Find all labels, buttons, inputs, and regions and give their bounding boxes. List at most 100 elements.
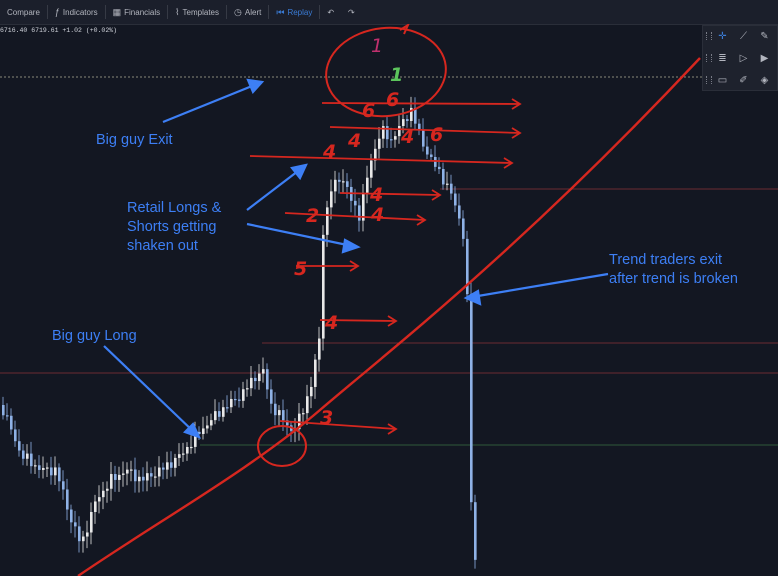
- price-chart[interactable]: 1 1 6 6 6 4 4 4 4 4 2 5 4 3: [0, 24, 778, 576]
- candle-body: [86, 532, 89, 537]
- compare-button[interactable]: Compare: [0, 0, 47, 24]
- candle-body: [62, 481, 65, 490]
- candle-body: [330, 191, 333, 208]
- candle-body: [146, 473, 149, 481]
- candle-body: [90, 511, 93, 533]
- financials-label: Financials: [124, 7, 161, 17]
- financials-button[interactable]: ▦ Financials: [106, 0, 168, 24]
- crosshair-icon[interactable]: ✛: [718, 31, 727, 42]
- alert-label: Alert: [244, 7, 262, 17]
- candle-body: [434, 156, 437, 167]
- fill-icon[interactable]: ◈: [760, 75, 769, 86]
- candle-body: [14, 429, 17, 442]
- compare-label: Compare: [7, 7, 40, 17]
- hand-number: 4: [370, 204, 384, 226]
- candle-body: [450, 183, 453, 194]
- hand-number: 2: [306, 205, 319, 227]
- candle-body: [270, 389, 273, 404]
- panel-grip[interactable]: [706, 32, 712, 40]
- retail-label-line3: shaken out: [127, 238, 198, 254]
- trend-line-icon[interactable]: ⟋: [740, 31, 747, 42]
- candle-body: [158, 467, 161, 477]
- candle-body: [310, 386, 313, 397]
- play-icon[interactable]: ▶: [760, 53, 769, 64]
- panel-grip[interactable]: [706, 54, 712, 62]
- hand-number: 4: [322, 141, 336, 163]
- candle-body: [242, 389, 245, 401]
- templates-button[interactable]: ⌇ Templates: [168, 0, 226, 24]
- candle-body: [410, 107, 413, 121]
- candle-body: [354, 200, 357, 206]
- order-arrows: [249, 98, 522, 435]
- hand-number: 1: [371, 35, 383, 57]
- arrow-icon[interactable]: ▷: [739, 53, 748, 64]
- candle-body: [402, 119, 405, 126]
- candle-body: [42, 467, 45, 470]
- candle-body: [458, 205, 461, 219]
- candle-body: [46, 467, 49, 469]
- candle-body: [438, 166, 441, 170]
- toolbar-divider: [167, 5, 169, 19]
- undo-button[interactable]: ↶: [320, 0, 341, 24]
- candle-body: [218, 411, 221, 417]
- candle-body: [286, 420, 289, 426]
- replay-icon: ⏮: [276, 6, 285, 17]
- trend-exit-label-line1: Trend traders exit: [609, 252, 723, 268]
- candle-body: [378, 138, 381, 149]
- candle-body: [126, 469, 129, 474]
- alarm-clock-icon: ◷: [234, 6, 242, 17]
- candle-body: [466, 238, 469, 295]
- candle-body: [262, 369, 265, 374]
- candle-body: [38, 465, 41, 470]
- candle-body: [246, 388, 249, 390]
- candle-body: [178, 454, 181, 458]
- candle-body: [206, 425, 209, 429]
- candle-body: [118, 474, 121, 480]
- indicators-label: Indicators: [62, 7, 98, 17]
- candle-body: [374, 148, 377, 161]
- pen-icon[interactable]: ✐: [739, 75, 748, 86]
- top-circle: [325, 26, 447, 118]
- candle-body: [162, 467, 165, 470]
- brush-icon[interactable]: ✎: [760, 31, 769, 42]
- redo-button[interactable]: ↷: [341, 0, 362, 24]
- candle-body: [2, 405, 5, 416]
- candle-body: [82, 536, 85, 542]
- candle-body: [282, 410, 285, 421]
- candle-body: [462, 218, 465, 239]
- candle-body: [250, 377, 253, 389]
- candle-body: [94, 501, 97, 512]
- indicators-button[interactable]: ƒ Indicators: [48, 0, 105, 24]
- hand-number: 4: [347, 130, 361, 152]
- candle-body: [78, 526, 81, 542]
- candle-body: [258, 373, 261, 382]
- retail-label-line1: Retail Longs &: [127, 200, 222, 216]
- alert-button[interactable]: ◷ Alert: [227, 0, 268, 24]
- candle-body: [22, 450, 25, 459]
- candle-body: [130, 469, 133, 471]
- annotation-arrows: [103, 78, 609, 439]
- candle-body: [306, 396, 309, 414]
- candle-body: [182, 453, 185, 455]
- candle-body: [230, 398, 233, 408]
- candle-body: [422, 129, 425, 147]
- candle-body: [426, 146, 429, 155]
- panel-grip[interactable]: [706, 76, 712, 84]
- hand-number: 4: [400, 126, 414, 148]
- candle-body: [142, 476, 145, 481]
- candle-body: [386, 126, 389, 140]
- candle-body: [202, 428, 205, 434]
- toolbar-divider: [319, 5, 321, 19]
- templates-icon: ⌇: [175, 6, 180, 17]
- big-guy-long-label: Big guy Long: [52, 328, 137, 344]
- candle-body: [166, 462, 169, 470]
- top-circle-tail: [399, 24, 410, 35]
- candle-body: [214, 411, 217, 421]
- candle-body: [394, 136, 397, 140]
- replay-button[interactable]: ⏮ Replay: [269, 0, 319, 24]
- candle-body: [50, 467, 53, 476]
- fib-icon[interactable]: ≣: [718, 53, 727, 64]
- rectangle-icon[interactable]: ▭: [717, 75, 728, 86]
- candle-body: [58, 467, 61, 482]
- candle-body: [70, 509, 73, 523]
